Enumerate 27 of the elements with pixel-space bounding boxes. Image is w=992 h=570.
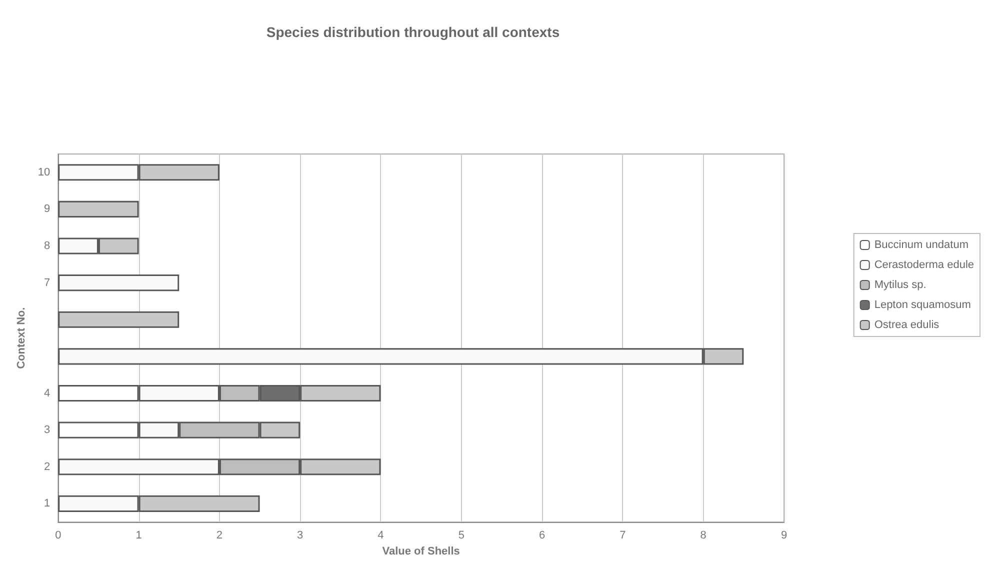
x-tick-label: 0: [55, 530, 62, 542]
x-tick-label: 2: [216, 530, 222, 542]
x-axis-title: Value of Shells: [382, 546, 460, 558]
y-axis-title: Context No.: [16, 307, 28, 369]
x-tick-label: 4: [378, 530, 384, 542]
y-tick-label: 8: [44, 240, 50, 252]
x-tick-label: 1: [136, 530, 142, 542]
x-tick-label: 3: [297, 530, 304, 542]
x-tick-label: 8: [700, 530, 706, 542]
x-tick-label: 6: [538, 530, 546, 542]
y-tick-label: 4: [44, 387, 50, 400]
y-tick-label: 3: [44, 424, 50, 436]
legend-label: Ostrea edulis: [874, 319, 940, 331]
y-tick-label: 7: [44, 276, 50, 289]
bar: [58, 274, 180, 292]
x-tick-label: 5: [458, 530, 464, 542]
legend-label: Cerastoderma edule: [874, 259, 974, 271]
y-tick-label: 10: [38, 166, 50, 178]
y-tick-label: 1: [44, 498, 50, 510]
legend-label: Buccinum undatum: [874, 239, 969, 251]
y-tick-label: 9: [44, 203, 50, 216]
x-tick-label: 7: [620, 530, 626, 542]
legend-label: Mytilus sp.: [874, 279, 926, 291]
chart-title: Species distribution throughout all contexts: [266, 24, 560, 40]
x-tick-label: 9: [780, 530, 788, 542]
legend-label: Lepton squamosum: [874, 299, 971, 311]
y-tick-label: 2: [44, 460, 50, 473]
